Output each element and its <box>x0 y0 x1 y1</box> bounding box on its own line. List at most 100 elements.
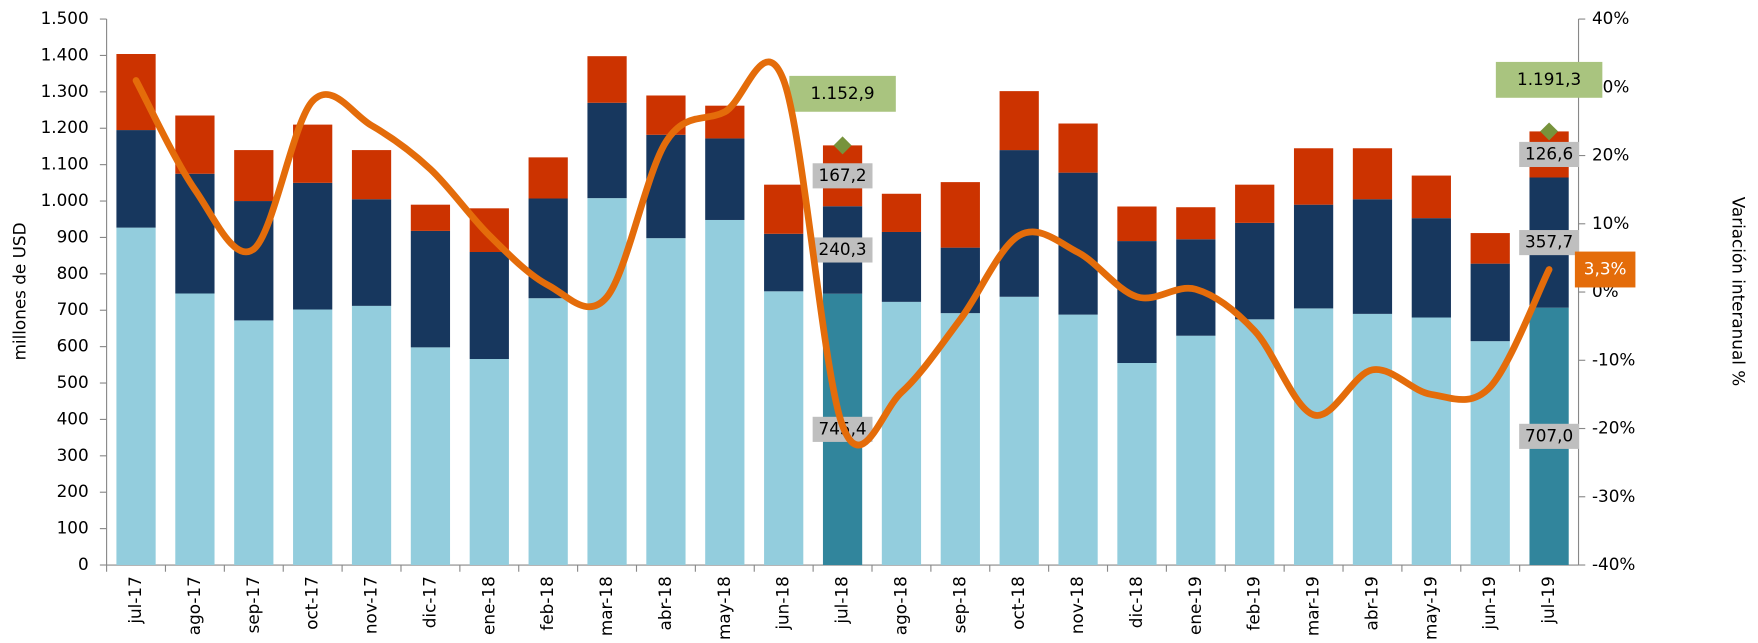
bar-segment <box>646 134 686 239</box>
bar-segment <box>116 53 156 131</box>
bar-segment <box>410 204 451 231</box>
value-label: 126,6 <box>1525 143 1573 163</box>
bar-segment <box>1470 341 1510 566</box>
y-tick-label: 400 <box>57 408 89 428</box>
bar-segment <box>1176 207 1216 240</box>
bar-segment <box>469 359 509 566</box>
y2-tick-label: 40% <box>1592 8 1629 28</box>
x-tick-label: jun-18 <box>773 576 793 630</box>
bar-segment <box>940 182 980 248</box>
x-tick-label: sep-17 <box>243 576 263 633</box>
y-tick-label: 100 <box>57 518 89 538</box>
y2-tick-label: -20% <box>1592 418 1635 438</box>
y2-tick-label: 20% <box>1592 145 1629 165</box>
x-tick-label: ago-17 <box>184 576 204 635</box>
x-tick-label: dic-17 <box>419 576 439 628</box>
y2-axis-label: Variación interanual % <box>1729 197 1749 387</box>
x-tick-label: nov-17 <box>361 576 381 634</box>
x-tick-label: feb-18 <box>537 576 557 630</box>
bar-segment <box>351 305 392 566</box>
bar-segment <box>1293 148 1334 205</box>
bar-segment <box>175 293 215 566</box>
value-label-box <box>812 163 873 189</box>
bar-segment <box>293 309 333 566</box>
bar-segment <box>764 291 804 566</box>
y-tick-label: 800 <box>57 263 89 283</box>
x-tick-label: feb-19 <box>1244 576 1264 630</box>
y-tick-label: 1.200 <box>41 117 89 137</box>
y-tick-label: 1.300 <box>41 81 89 101</box>
y2-tick-label: -10% <box>1592 349 1635 369</box>
y-tick-label: 1.400 <box>41 44 89 64</box>
x-tick-label: abr-18 <box>655 576 675 630</box>
x-tick-label: ago-18 <box>890 576 910 635</box>
bar-segment <box>1235 184 1275 223</box>
bar-segment <box>764 233 804 292</box>
y-tick-label: 600 <box>57 336 89 356</box>
y-tick-label: 1.100 <box>41 154 89 174</box>
value-label-box <box>1519 141 1580 168</box>
bar-segment <box>1235 222 1275 320</box>
bar-segment <box>1293 308 1334 566</box>
bar-segment <box>1293 204 1334 309</box>
bar-segment <box>1352 313 1393 566</box>
bar-segment <box>881 193 922 232</box>
value-label-box <box>1519 230 1580 256</box>
x-tick-label: may-19 <box>1420 576 1440 639</box>
bar-segment <box>587 198 627 566</box>
bar-segment <box>1470 233 1510 264</box>
bar-segment <box>351 199 392 306</box>
x-tick-label: dic-18 <box>1126 576 1146 628</box>
bar-segment <box>705 138 745 220</box>
bar-segment <box>999 296 1039 566</box>
x-tick-label: ene-19 <box>1185 576 1205 635</box>
bar-segment <box>764 184 804 234</box>
value-label-box <box>812 237 873 263</box>
annotation-box <box>789 75 896 112</box>
bar-segment <box>1411 317 1451 566</box>
x-tick-label: mar-18 <box>596 576 616 636</box>
line-series <box>132 58 1553 449</box>
y-tick-label: 0 <box>78 554 89 574</box>
bar-segment <box>705 219 745 566</box>
x-tick-label: jul-17 <box>125 576 145 624</box>
bar-segment <box>587 102 627 199</box>
bar-segment <box>999 91 1039 151</box>
bar-segment <box>1411 175 1451 219</box>
bar-segment <box>234 150 274 202</box>
x-tick-label: ene-18 <box>478 576 498 635</box>
bar-segment <box>1411 218 1451 318</box>
bar-segment <box>234 320 274 566</box>
y-tick-label: 300 <box>57 445 89 465</box>
bar-segment <box>116 227 156 566</box>
bar-segment <box>1352 199 1393 314</box>
bar-segment <box>1176 335 1216 566</box>
bar-segment <box>1058 314 1098 566</box>
value-label: 357,7 <box>1525 232 1573 252</box>
value-label: 707,0 <box>1525 425 1573 445</box>
bar-segment <box>646 238 686 566</box>
annotation-box <box>1495 61 1603 98</box>
bar-segment <box>528 157 568 199</box>
bar-segment <box>881 231 922 302</box>
x-tick-label: abr-19 <box>1361 576 1381 630</box>
bar-segment <box>999 150 1039 297</box>
line-label-box <box>1574 251 1636 288</box>
bar-segment <box>410 347 451 566</box>
y2-tick-label: -40% <box>1592 554 1635 574</box>
bar-segment <box>1235 319 1275 566</box>
bar-segment <box>587 56 627 103</box>
bar-segment <box>1117 206 1157 242</box>
bar-segment <box>293 182 333 310</box>
x-tick-label: oct-17 <box>302 576 322 630</box>
annotation: 1.191,3 <box>1517 69 1581 89</box>
bar-segment <box>1470 263 1510 342</box>
bar-segment <box>528 298 568 566</box>
x-tick-label: oct-18 <box>1008 576 1028 630</box>
y-tick-label: 500 <box>57 372 89 392</box>
y-tick-label: 1.000 <box>41 190 89 210</box>
bar-segment <box>1117 363 1157 566</box>
y2-tick-label: -30% <box>1592 486 1635 506</box>
y-axis-label: millones de USD <box>9 223 29 361</box>
